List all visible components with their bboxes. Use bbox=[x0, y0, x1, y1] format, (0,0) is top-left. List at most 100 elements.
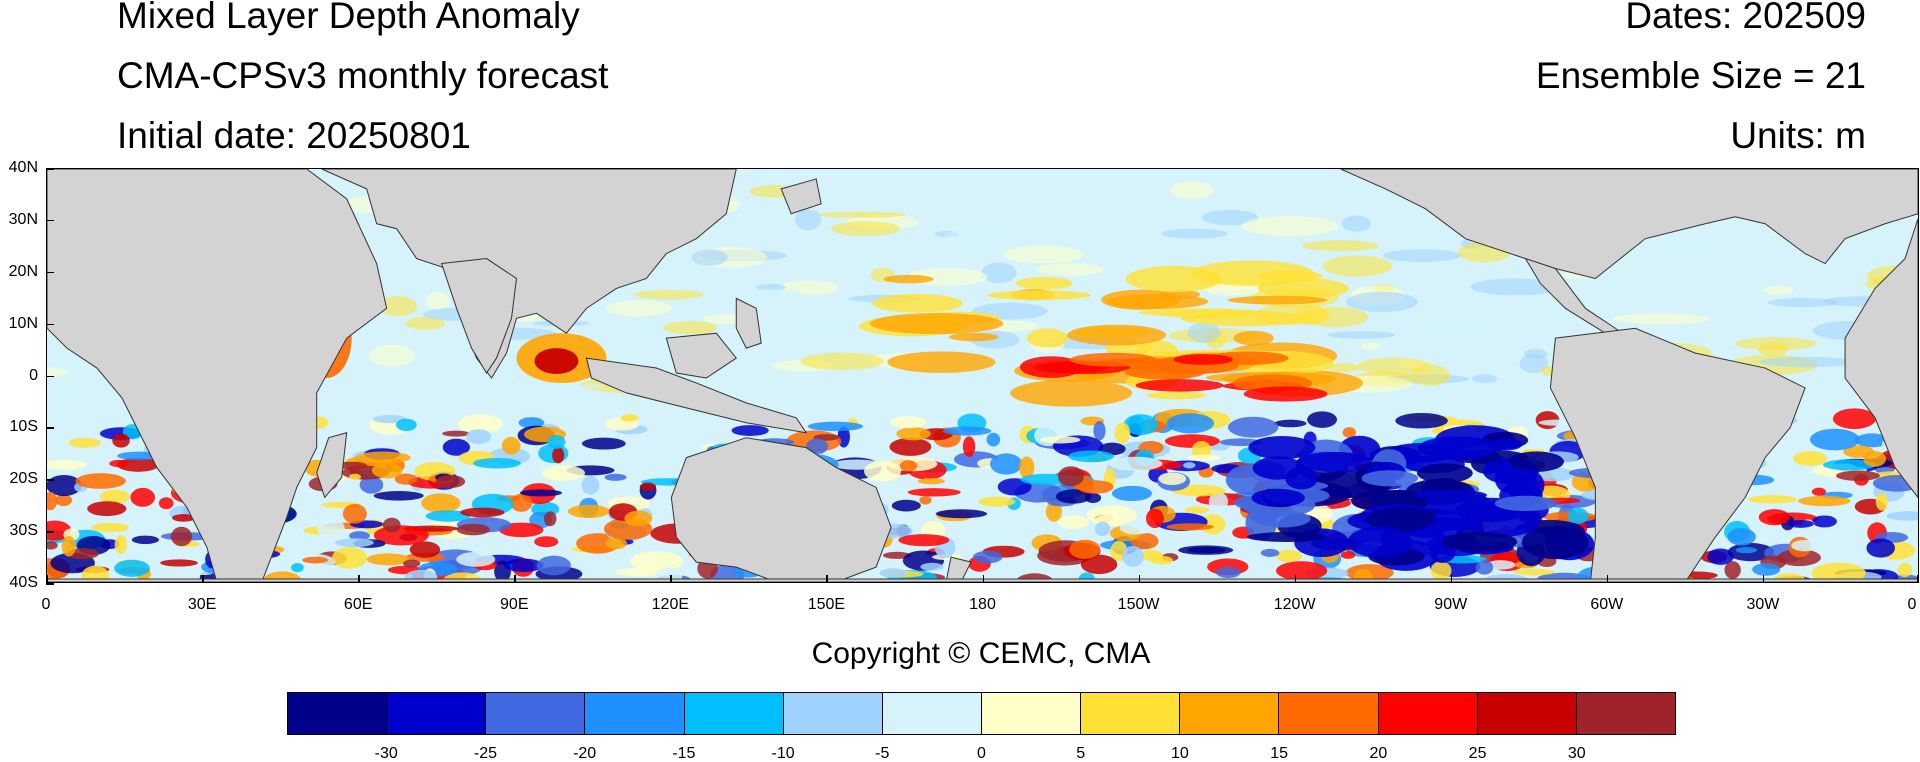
anomaly-patch bbox=[1855, 433, 1889, 448]
anomaly-patch bbox=[898, 534, 950, 547]
anomaly-patch bbox=[1170, 181, 1214, 200]
anomaly-patch bbox=[1511, 473, 1537, 487]
anomaly-patch bbox=[534, 536, 559, 548]
anomaly-patch bbox=[171, 514, 196, 522]
lon-label: 90E bbox=[500, 596, 529, 613]
colorbar bbox=[287, 692, 1676, 735]
anomaly-patch bbox=[373, 490, 424, 501]
anomaly-patch bbox=[579, 411, 598, 425]
lat-label: 10S bbox=[9, 418, 38, 436]
anomaly-patch bbox=[456, 523, 490, 536]
madagascar-land bbox=[316, 432, 348, 499]
anomaly-patch bbox=[425, 510, 471, 522]
anomaly-patch bbox=[1122, 545, 1144, 567]
lon-tickmark bbox=[826, 575, 828, 583]
newzealand-land bbox=[945, 556, 972, 582]
anomaly-patch bbox=[1015, 276, 1073, 290]
anomaly-patch bbox=[933, 380, 960, 393]
anomaly-patch bbox=[1707, 548, 1734, 565]
anomaly-patch bbox=[907, 488, 961, 497]
anomaly-patch bbox=[61, 535, 76, 557]
lat-label: 10N bbox=[8, 314, 38, 332]
lon-label: 180 bbox=[969, 596, 996, 613]
anomaly-patch bbox=[879, 568, 907, 578]
anomaly-patch bbox=[359, 475, 384, 494]
anomaly-patch bbox=[1166, 523, 1214, 531]
anomaly-patch bbox=[1019, 456, 1035, 479]
anomaly-patch bbox=[1010, 379, 1133, 407]
anomaly-patch bbox=[629, 551, 684, 572]
anomaly-patch bbox=[1296, 451, 1373, 473]
anomaly-patch bbox=[536, 555, 571, 576]
anomaly-patch bbox=[1187, 322, 1221, 343]
anomaly-patch bbox=[456, 551, 496, 567]
initial-date-label: Initial date: 20250801 bbox=[117, 115, 471, 156]
anomaly-patch bbox=[302, 556, 329, 564]
lat-tickmark bbox=[46, 168, 54, 170]
anomaly-patch bbox=[47, 475, 82, 496]
anomaly-patch bbox=[1322, 255, 1392, 277]
lat-tickmark bbox=[46, 427, 54, 429]
lon-tickmark bbox=[358, 575, 360, 583]
colorbar-label: -5 bbox=[875, 745, 890, 762]
lat-label: 20S bbox=[9, 470, 38, 488]
anomaly-patch bbox=[1123, 414, 1158, 436]
anomaly-patch bbox=[1125, 265, 1222, 293]
colorbar-segment bbox=[1576, 693, 1675, 734]
lon-label: 0 bbox=[41, 596, 51, 613]
colorbar-segment bbox=[882, 693, 982, 734]
anomaly-patch bbox=[1173, 354, 1233, 365]
land-masses bbox=[47, 169, 1918, 582]
anomaly-patch bbox=[989, 453, 1023, 475]
anomaly-patch bbox=[605, 537, 627, 550]
anomaly-patch bbox=[1406, 319, 1496, 329]
anomaly-patch bbox=[534, 348, 579, 375]
anomaly-patch bbox=[960, 521, 1014, 539]
anomaly-patch bbox=[604, 473, 627, 481]
lat-label: 30S bbox=[9, 522, 38, 540]
anomaly-patch bbox=[1184, 506, 1210, 514]
anomaly-patch bbox=[1811, 487, 1826, 496]
anomaly-patch bbox=[348, 473, 361, 480]
anomaly-patch bbox=[818, 211, 906, 218]
anomaly-patch bbox=[729, 288, 810, 304]
anomaly-patch bbox=[1866, 538, 1895, 558]
anomaly-patch bbox=[1246, 531, 1328, 542]
anomaly-patch bbox=[1812, 515, 1837, 528]
anomaly-patch bbox=[581, 475, 600, 495]
anomaly-patch bbox=[796, 316, 879, 330]
anomaly-patch bbox=[366, 553, 410, 566]
anomaly-patch bbox=[1383, 249, 1461, 262]
colorbar-segment bbox=[981, 693, 1082, 734]
anomaly-patch bbox=[1253, 510, 1311, 528]
colorbar-segment bbox=[1279, 693, 1379, 734]
anomaly-patch bbox=[1055, 489, 1092, 504]
anomaly-patch bbox=[864, 460, 902, 482]
colorbar-label: -15 bbox=[672, 745, 696, 762]
africa-west-land bbox=[1844, 218, 1918, 499]
lat-tickmark bbox=[46, 583, 54, 585]
anomaly-patch bbox=[409, 541, 441, 558]
anomaly-patch bbox=[981, 262, 1017, 284]
anomaly-patch bbox=[620, 414, 639, 422]
anomaly-patch bbox=[1094, 521, 1111, 537]
anomaly-patch bbox=[1039, 436, 1081, 444]
anomaly-patch bbox=[1124, 364, 1206, 380]
anomaly-patch bbox=[1357, 357, 1431, 375]
anomaly-patch bbox=[919, 496, 932, 505]
anomaly-patch bbox=[1057, 515, 1089, 530]
anomaly-patch bbox=[114, 535, 128, 554]
anomaly-patch bbox=[1158, 472, 1187, 486]
anomaly-patch bbox=[942, 426, 992, 436]
anomaly-patch bbox=[1612, 313, 1711, 325]
anomaly-patch bbox=[1183, 462, 1196, 469]
anomaly-patch bbox=[1135, 379, 1224, 392]
anomaly-patch bbox=[1395, 412, 1448, 429]
lon-label: 60W bbox=[1590, 596, 1624, 613]
anomaly-patch bbox=[869, 313, 1004, 335]
anomaly-patch bbox=[1166, 413, 1215, 434]
lat-label: 0 bbox=[29, 366, 38, 384]
colorbar-segment bbox=[684, 693, 784, 734]
anomaly-patch bbox=[1521, 525, 1589, 560]
anomaly-patch bbox=[1471, 374, 1498, 384]
